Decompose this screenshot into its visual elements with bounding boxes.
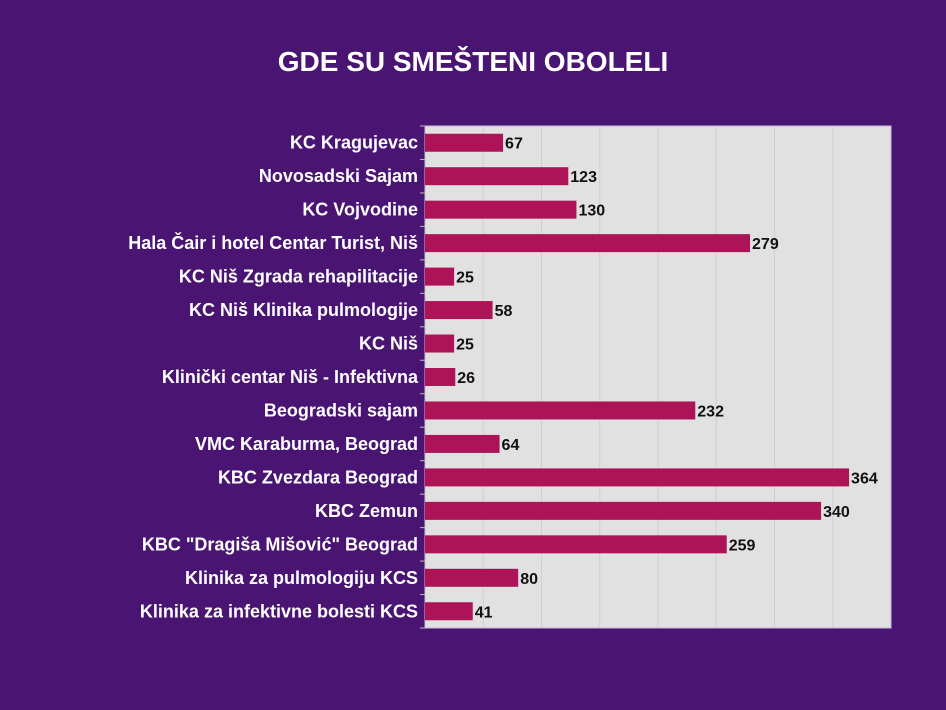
data-label: 26	[457, 370, 475, 387]
data-label: 41	[475, 604, 493, 621]
category-label: KC Vojvodine	[302, 200, 418, 220]
data-label: 232	[697, 403, 724, 420]
data-label: 80	[520, 571, 538, 588]
category-label: KC Niš Zgrada rehapilitacije	[179, 267, 418, 287]
data-label: 340	[823, 504, 850, 521]
category-label: Novosadski Sajam	[259, 166, 418, 186]
category-label: KC Kragujevac	[290, 133, 418, 153]
data-label: 58	[495, 303, 513, 320]
category-label: KBC Zvezdara Beograd	[218, 467, 418, 487]
bar	[425, 334, 455, 353]
bar	[425, 200, 577, 219]
bar	[425, 301, 493, 320]
category-label: KBC Zemun	[315, 501, 418, 521]
bar	[425, 267, 455, 286]
data-label: 25	[456, 337, 474, 354]
data-label: 25	[456, 270, 474, 287]
bar	[425, 401, 696, 420]
bar	[425, 167, 569, 186]
data-label: 64	[502, 437, 520, 454]
data-label: 130	[578, 203, 605, 220]
category-label: KC Niš Klinika pulmologije	[189, 300, 418, 320]
bar	[425, 434, 500, 453]
data-label: 123	[570, 169, 597, 186]
category-label: KC Niš	[359, 334, 418, 354]
category-label: VMC Karaburma, Beograd	[195, 434, 418, 454]
bar	[425, 368, 456, 386]
category-label: Beogradski sajam	[264, 400, 418, 420]
data-label: 364	[851, 470, 878, 487]
bar	[425, 602, 473, 621]
data-label: 259	[729, 537, 756, 554]
category-label: Klinički centar Niš - Infektivna	[162, 367, 419, 387]
bar	[425, 234, 751, 253]
bar	[425, 468, 850, 487]
bar	[425, 133, 504, 152]
data-label: 279	[752, 236, 779, 253]
chart-title: GDE SU SMEŠTENI OBOLELI	[277, 46, 669, 77]
data-label: 67	[505, 136, 523, 153]
category-label: Hala Čair i hotel Centar Turist, Niš	[128, 232, 418, 253]
bar	[425, 568, 519, 587]
category-label: Klinika za pulmologiju KCS	[185, 568, 418, 588]
category-label: Klinika za infektivne bolesti KCS	[140, 601, 418, 621]
bar	[425, 535, 727, 554]
category-label: KBC "Dragiša Mišović" Beograd	[142, 534, 418, 554]
bar	[425, 501, 822, 520]
